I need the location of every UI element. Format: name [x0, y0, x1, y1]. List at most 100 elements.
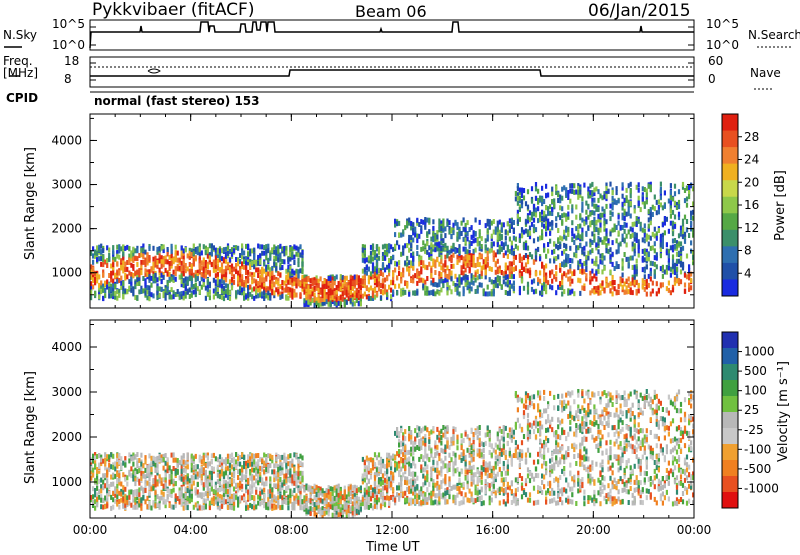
data-cell [390, 280, 392, 285]
data-cell [126, 267, 128, 272]
data-cell [505, 275, 507, 280]
data-cell [628, 277, 630, 282]
data-cell [408, 235, 410, 240]
data-cell [605, 228, 607, 233]
data-cell [209, 270, 211, 275]
data-cell [656, 281, 658, 286]
data-cell [565, 187, 567, 192]
data-cell [517, 219, 519, 224]
data-cell [233, 280, 235, 285]
data-cell [161, 481, 163, 486]
data-cell [438, 227, 440, 232]
data-cell [156, 290, 158, 295]
data-cell [688, 287, 690, 292]
data-cell [237, 503, 239, 508]
data-cell [316, 279, 318, 284]
data-cell [181, 294, 183, 299]
data-cell [255, 267, 257, 272]
data-cell [213, 496, 215, 501]
data-cell [106, 493, 108, 498]
data-cell [636, 185, 638, 190]
data-cell [609, 210, 611, 215]
data-cell [513, 281, 515, 286]
data-cell [509, 224, 511, 229]
data-cell [652, 232, 654, 237]
data-cell [487, 256, 489, 261]
data-cell [410, 278, 412, 283]
data-cell [614, 286, 616, 291]
data-cell [384, 267, 386, 272]
data-cell [636, 269, 638, 274]
data-cell [110, 464, 112, 469]
data-cell [229, 479, 231, 484]
data-cell [211, 476, 213, 481]
data-cell [458, 274, 460, 279]
data-cell [140, 476, 142, 481]
data-cell [434, 263, 436, 268]
data-cell [640, 222, 642, 227]
data-cell [642, 258, 644, 263]
data-cell [271, 247, 273, 252]
data-cell [535, 186, 537, 191]
data-cell [553, 202, 555, 207]
data-cell [144, 278, 146, 283]
data-cell [424, 244, 426, 249]
data-cell [255, 279, 257, 284]
data-cell [201, 250, 203, 255]
data-cell [446, 265, 448, 270]
data-cell [104, 483, 106, 488]
data-cell [577, 245, 579, 250]
data-cell [259, 287, 261, 292]
data-cell [175, 250, 177, 255]
data-cell [632, 265, 634, 270]
data-cell [392, 255, 394, 260]
data-cell [273, 477, 275, 482]
data-cell [398, 232, 400, 237]
data-cell [595, 220, 597, 225]
data-cell [597, 269, 599, 274]
data-cell [102, 262, 104, 267]
data-cell [118, 505, 120, 510]
data-cell [575, 190, 577, 195]
data-cell [128, 246, 130, 251]
data-cell [171, 469, 173, 474]
data-cell [217, 465, 219, 470]
data-cell [297, 247, 299, 252]
data-cell [336, 275, 338, 280]
data-cell [674, 184, 676, 189]
data-cell [189, 288, 191, 293]
data-cell [589, 290, 591, 295]
data-cell [161, 496, 163, 501]
data-cell [436, 242, 438, 247]
data-cell [267, 489, 269, 494]
data-cell [187, 253, 189, 258]
data-cell [599, 237, 601, 242]
data-cell [98, 479, 100, 484]
data-cell [273, 495, 275, 500]
data-cell [430, 268, 432, 273]
data-cell [263, 453, 265, 458]
data-cell [235, 483, 237, 488]
data-cell [261, 459, 263, 464]
data-cell [658, 288, 660, 293]
data-cell [390, 244, 392, 249]
data-cell [221, 256, 223, 261]
data-cell [120, 482, 122, 487]
data-cell [543, 282, 545, 287]
data-cell [523, 195, 525, 200]
data-cell [104, 288, 106, 293]
data-cell [275, 505, 277, 510]
data-cell [219, 498, 221, 503]
data-cell [122, 485, 124, 490]
data-cell [603, 266, 605, 271]
data-cell [261, 490, 263, 495]
data-cell [577, 260, 579, 265]
data-cell [142, 474, 144, 479]
data-cell [597, 230, 599, 235]
data-cell [595, 256, 597, 261]
data-cell [428, 252, 430, 257]
data-cell [638, 239, 640, 244]
data-cell [181, 273, 183, 278]
data-cell [622, 182, 624, 187]
data-cell [682, 219, 684, 224]
